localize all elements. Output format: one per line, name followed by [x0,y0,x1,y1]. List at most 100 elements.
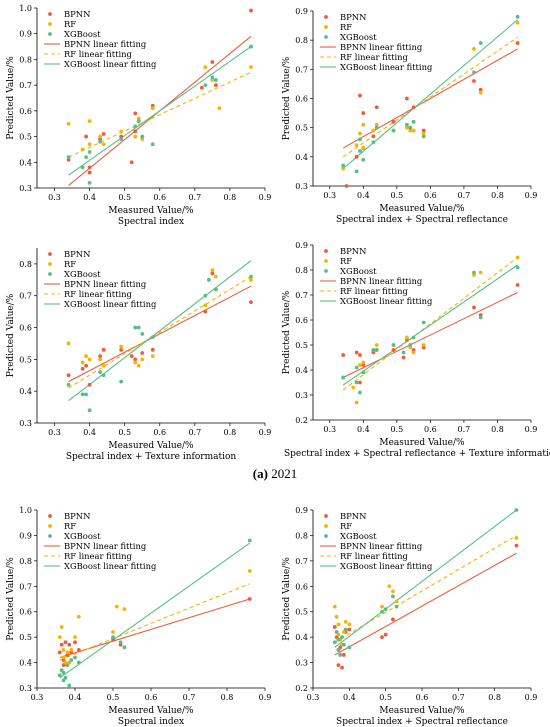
point-xgboost [383,607,388,612]
point-xgboost [119,137,124,142]
point-rf [122,607,127,612]
point-rf [101,363,106,368]
point-rf [203,303,208,308]
legend-label: RF [64,259,76,269]
point-xgboost [136,119,141,124]
point-bpnn [140,351,145,355]
legend-marker-rf [324,524,328,528]
legend-label: BPNN linear fitting [340,276,423,286]
legend-label: XGBoost linear fitting [64,59,157,69]
point-xgboost [358,149,362,153]
point-xgboost [213,78,218,82]
y-tick-label: 0.4 [295,633,308,642]
point-rf [361,122,366,127]
legend-marker-xgboost [324,269,328,273]
point-rf [374,343,379,347]
fit-line-rf [68,71,252,158]
legend-label: RF [64,19,76,29]
point-rf [371,128,376,133]
x-tick-label: 0.9 [259,193,272,202]
point-xgboost [133,325,138,330]
x-tick-label: 0.5 [390,191,403,200]
point-bpnn [210,60,215,64]
y-tick-label: 0.2 [295,684,308,693]
point-rf [347,622,352,627]
y-tick-label: 0.3 [19,419,32,428]
point-bpnn [84,363,89,368]
point-bpnn [249,300,253,304]
point-bpnn [63,640,68,645]
point-rf [472,47,476,51]
point-xgboost [341,642,346,647]
point-rf [411,128,416,133]
section-label: (a) 2021 [0,466,550,482]
legend-label: BPNN linear fitting [64,541,147,551]
point-xgboost [354,365,359,370]
point-bpnn [66,373,71,378]
point-xgboost [338,653,343,657]
point-xgboost [411,335,416,340]
x-tick-label: 0.3 [307,693,320,702]
point-bpnn [150,347,155,352]
y-tick-label: 0.9 [19,531,32,540]
point-rf [374,122,379,127]
section-label-year: 2021 [271,466,298,481]
point-xgboost [98,370,103,374]
x-tick-label: 0.5 [379,693,392,702]
y-tick-label: 0.3 [295,182,308,191]
point-bpnn [133,357,138,362]
point-rf [421,131,426,136]
point-xgboost [133,124,138,129]
legend-label: XGBoost [340,531,377,541]
point-xgboost [66,155,71,160]
point-xgboost [57,673,62,678]
y-tick-label: 0.9 [295,7,308,16]
y-tick-label: 0.4 [19,659,32,668]
point-bpnn [76,647,81,652]
point-rf [334,614,339,619]
point-rf [150,106,155,111]
x-tick-label: 0.3 [48,428,61,437]
x-axis-sublabel: Spectral index [118,717,184,727]
point-xgboost [371,348,376,352]
legend-label: RF linear fitting [64,289,133,299]
point-bpnn [358,380,362,385]
point-xgboost [341,163,346,168]
point-xgboost [478,41,483,45]
point-bpnn [344,184,349,188]
point-xgboost [394,604,399,609]
fit-line-xgboost [342,264,518,386]
x-tick-label: 0.7 [458,425,471,434]
legend-marker-bpnn [48,252,52,256]
point-xgboost [150,142,155,147]
x-axis-sublabel: Spectral index + Spectral reflectance [336,717,508,727]
x-axis-label: Measured Value/% [379,438,465,448]
point-rf [341,166,346,171]
point-rf [133,134,138,139]
y-tick-label: 0.5 [295,124,308,133]
legend-marker-bpnn [324,15,328,19]
y-axis-label: Predicted Value/% [6,557,16,641]
fit-line-rf [68,276,252,389]
fit-line-bpnn [334,552,517,656]
point-rf [87,119,92,124]
point-xgboost [391,343,396,347]
x-tick-label: 0.9 [525,191,538,200]
point-xgboost [84,155,89,160]
point-rf [514,536,519,540]
point-bpnn [405,96,409,101]
x-tick-label: 0.8 [491,425,504,434]
x-tick-label: 0.9 [259,428,272,437]
point-xgboost [73,655,77,660]
point-rf [411,350,416,355]
x-tick-label: 0.5 [390,425,403,434]
panel-5: 0.3 0.4 0.5 0.6 0.7 0.8 0.9 0.3 0.4 0.5 0.6 0.7 0.8 0… [6,506,271,727]
point-xgboost [213,287,218,292]
point-rf [515,20,520,25]
point-rf [80,147,85,152]
point-rf [98,357,103,362]
